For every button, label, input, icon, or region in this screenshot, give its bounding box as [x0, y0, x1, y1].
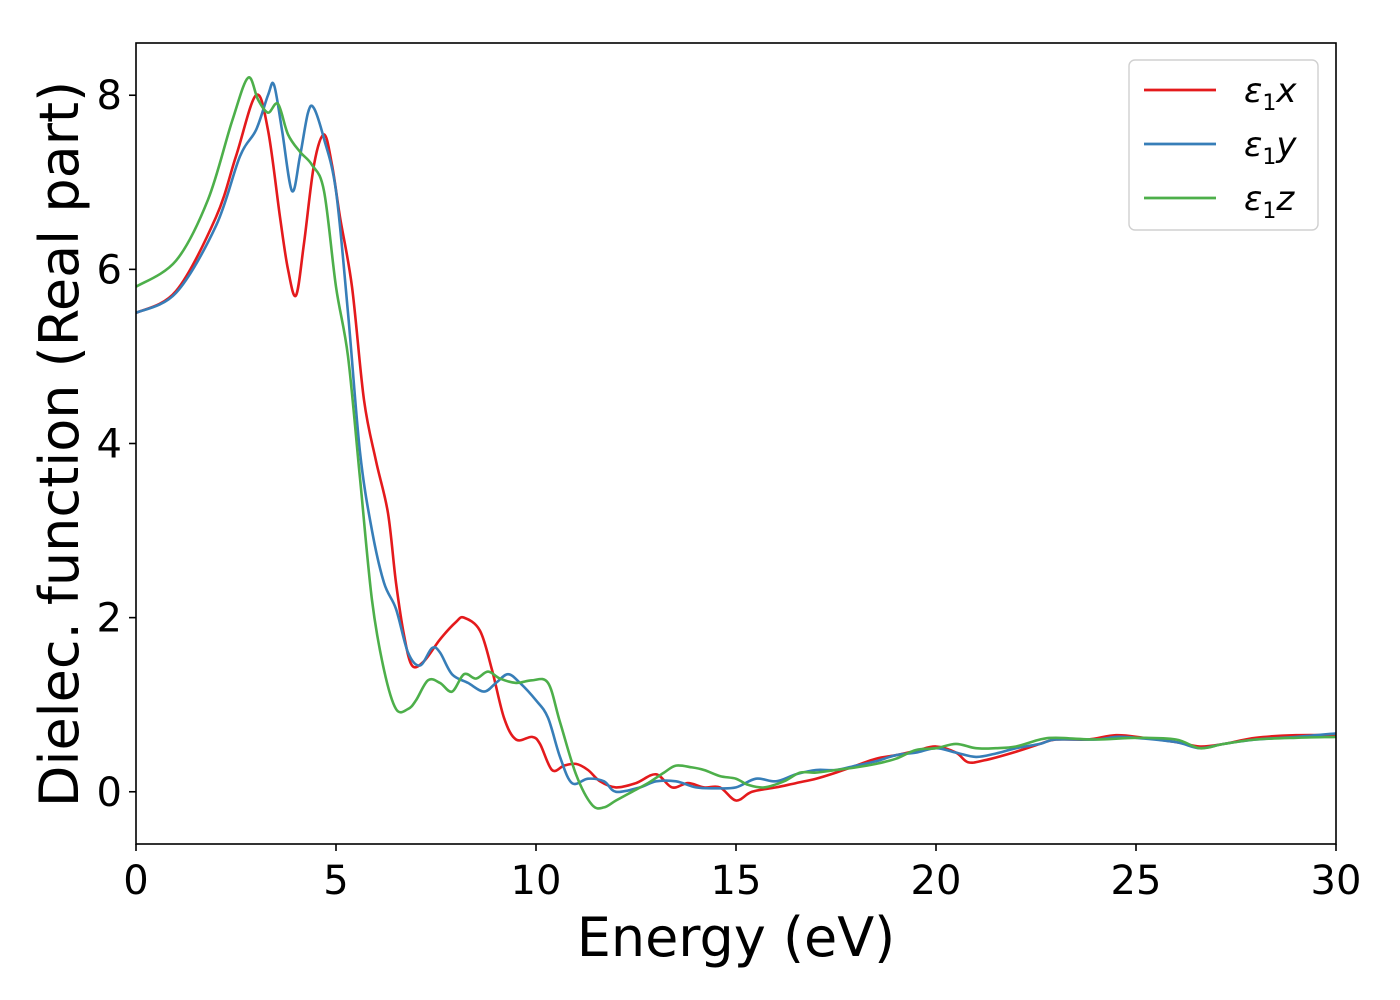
legend-box	[1128, 59, 1319, 231]
legend-subscript: 1	[1262, 91, 1276, 116]
legend-label-x: ε1x	[1244, 71, 1297, 116]
legend-variable: y	[1275, 125, 1297, 165]
y-tick-label: 4	[97, 422, 122, 468]
x-tick-label: 30	[1311, 858, 1362, 904]
x-tick-label: 20	[911, 858, 962, 904]
series-line-z	[135, 76, 1337, 810]
series-lines	[135, 76, 1337, 810]
legend-variable: z	[1275, 179, 1295, 219]
legend-label-z: ε1z	[1244, 179, 1295, 224]
x-tick-label: 15	[711, 858, 762, 904]
legend-symbol: ε	[1244, 125, 1262, 165]
y-tick-label: 2	[97, 596, 122, 642]
y-axis: 0 2 4 6 8	[97, 73, 136, 816]
legend-subscript: 1	[1262, 199, 1276, 224]
legend-variable: x	[1275, 71, 1297, 111]
legend-symbol: ε	[1244, 179, 1262, 219]
y-tick-label: 0	[97, 770, 122, 816]
y-tick-label: 6	[97, 247, 122, 293]
x-axis-label: Energy (eV)	[577, 906, 896, 969]
x-tick-label: 10	[511, 858, 562, 904]
legend-symbol: ε	[1244, 71, 1262, 111]
x-tick-label: 0	[123, 858, 148, 904]
x-axis: 0 5 10 15 20 25 30	[123, 844, 1361, 904]
x-tick-label: 25	[1111, 858, 1162, 904]
y-axis-label: Dielec. function (Real part)	[28, 81, 91, 807]
y-tick-label: 8	[97, 73, 122, 119]
legend-label-y: ε1y	[1244, 125, 1297, 170]
x-tick-label: 5	[323, 858, 348, 904]
legend-subscript: 1	[1262, 145, 1276, 170]
